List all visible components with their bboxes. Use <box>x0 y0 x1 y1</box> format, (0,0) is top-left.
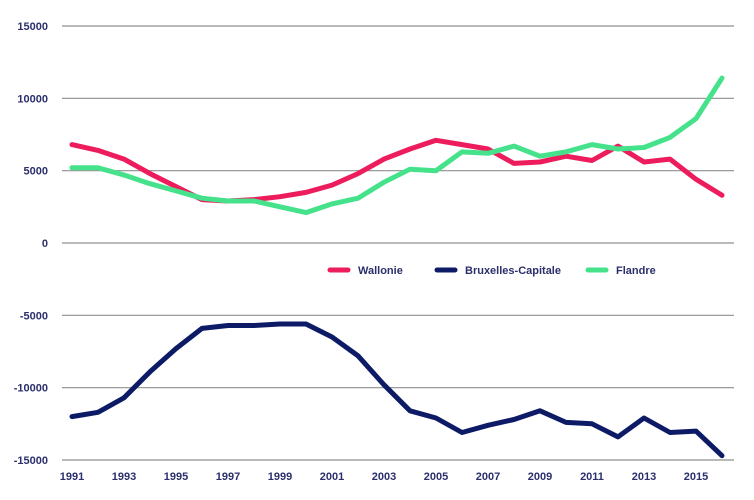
x-tick-label: 1997 <box>216 471 240 483</box>
x-tick-label: 2005 <box>424 471 448 483</box>
x-tick-label: 2007 <box>476 471 500 483</box>
legend-label: Wallonie <box>358 265 403 277</box>
x-tick-label: 1999 <box>268 471 292 483</box>
x-axis-tick-labels: 1991 1993 1995 1997 1999 2001 2003 2005 2007 2009… <box>60 471 708 483</box>
y-tick-label: -10000 <box>14 383 48 395</box>
legend-item: Bruxelles-Capitale <box>434 265 561 277</box>
legend-label: Bruxelles-Capitale <box>465 265 561 277</box>
legend: Wallonie Bruxelles-Capitale Flandre <box>327 265 656 277</box>
x-tick-label: 1993 <box>112 471 136 483</box>
legend-item: Wallonie <box>327 265 403 277</box>
y-tick-label: 0 <box>42 238 48 250</box>
x-tick-label: 2009 <box>528 471 552 483</box>
x-tick-label: 2001 <box>320 471 344 483</box>
y-axis-tick-labels: 15000 10000 5000 0 -5000 -10000 -15000 <box>14 21 48 467</box>
y-tick-label: 15000 <box>17 21 48 33</box>
x-tick-label: 1991 <box>60 471 84 483</box>
series-lines <box>69 75 725 459</box>
y-tick-label: 5000 <box>24 166 48 178</box>
x-tick-label: 2015 <box>684 471 708 483</box>
x-tick-label: 2011 <box>580 471 604 483</box>
y-tick-label: -15000 <box>14 455 48 467</box>
y-tick-label: 10000 <box>17 93 48 105</box>
legend-label: Flandre <box>616 265 656 277</box>
x-tick-label: 2003 <box>372 471 396 483</box>
series-line-flandre <box>69 75 725 216</box>
legend-item: Flandre <box>585 265 656 277</box>
y-tick-label: -5000 <box>20 310 48 322</box>
gridlines <box>62 25 734 461</box>
series-line-bruxelles-capitale <box>69 321 725 459</box>
x-tick-label: 2013 <box>632 471 656 483</box>
x-tick-label: 1995 <box>164 471 188 483</box>
